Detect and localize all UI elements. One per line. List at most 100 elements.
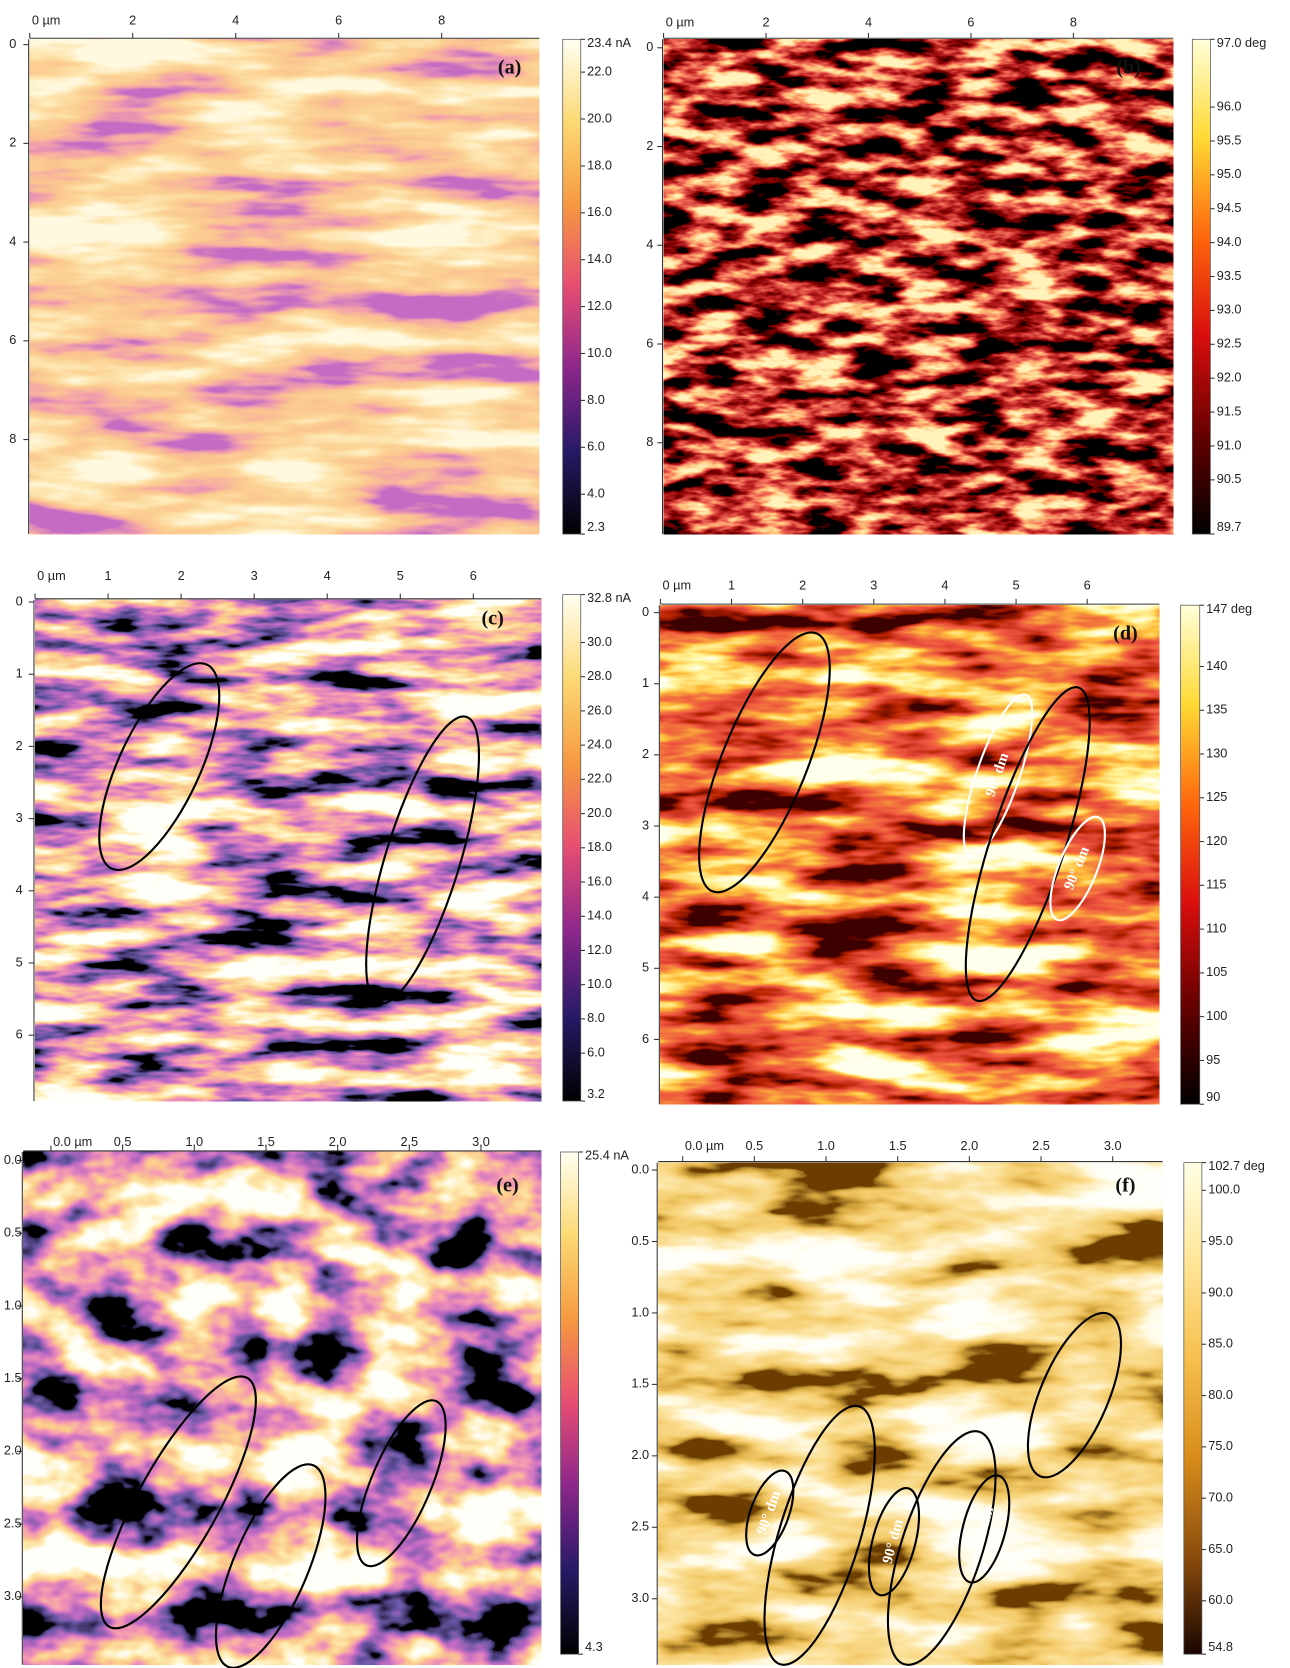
- colorbar-label: 94.0: [1217, 234, 1242, 249]
- y-tick-label: 6: [642, 1031, 649, 1046]
- x-tick-label: 1.5: [257, 1134, 275, 1149]
- x-tick-label: 1.0: [817, 1138, 835, 1153]
- colorbar: [563, 595, 581, 1101]
- y-tick-label: 1: [642, 675, 649, 690]
- colorbar-label: 18.0: [587, 839, 612, 854]
- colorbar-label: 6.0: [587, 439, 605, 454]
- x-tick-label: 0.0 µm: [53, 1134, 92, 1149]
- afm-image: [658, 1163, 1162, 1665]
- colorbar-label: 140: [1206, 658, 1227, 673]
- colorbar-label: 14.0: [587, 251, 612, 266]
- y-tick-label: 0: [642, 604, 649, 619]
- x-tick-label: 3.0: [472, 1134, 490, 1149]
- x-tick-label: 4: [865, 15, 872, 30]
- x-tick-label: 0 µm: [37, 568, 66, 583]
- colorbar-label: 12.0: [587, 298, 612, 313]
- colorbar-label: 65.0: [1208, 1541, 1233, 1556]
- colorbar-label: 4.3: [585, 1639, 603, 1654]
- colorbar-label: 80.0: [1208, 1387, 1233, 1402]
- colorbar-label: 130: [1206, 745, 1227, 760]
- panel-label: (f): [1115, 1175, 1135, 1197]
- y-tick-label: 1: [16, 666, 23, 681]
- y-tick-label: 4: [642, 889, 649, 904]
- x-tick-label: 2.5: [1032, 1138, 1050, 1153]
- colorbar-label: 97.0 deg: [1217, 35, 1267, 50]
- colorbar-label: 93.0: [1217, 302, 1242, 317]
- x-tick-label: 3: [251, 568, 258, 583]
- y-tick-label: 0: [646, 39, 653, 54]
- colorbar-label: 91.5: [1217, 403, 1242, 418]
- x-tick-label: 4: [324, 568, 331, 583]
- colorbar-label: 91.0: [1217, 437, 1242, 452]
- y-tick-label: 6: [16, 1027, 23, 1042]
- colorbar-label: 20.0: [587, 805, 612, 820]
- colorbar-label: 105: [1206, 964, 1227, 979]
- colorbar-label: 23.4 nA: [587, 35, 631, 50]
- x-tick-label: 4: [232, 13, 239, 28]
- colorbar-label: 95.0: [1217, 166, 1242, 181]
- afm-image: [23, 1152, 541, 1665]
- x-tick-label: 8: [438, 13, 445, 28]
- colorbar-label: 96.0: [1217, 98, 1242, 113]
- x-tick-label: 6: [1084, 577, 1091, 592]
- colorbar-label: 135: [1206, 702, 1227, 717]
- colorbar-label: 2.3: [587, 519, 605, 534]
- colorbar-label: 90.0: [1208, 1284, 1233, 1299]
- colorbar-label: 100.0: [1208, 1182, 1240, 1197]
- x-tick-label: 4: [941, 577, 948, 592]
- panel-label: (a): [498, 57, 522, 79]
- x-tick-label: 3: [870, 577, 877, 592]
- colorbar-label: 110: [1206, 920, 1226, 935]
- x-tick-label: 3.0: [1104, 1138, 1122, 1153]
- x-tick-label: 1: [728, 577, 735, 592]
- x-tick-label: 0 µm: [32, 13, 61, 28]
- x-tick-label: 2: [178, 568, 185, 583]
- x-tick-label: 1.5: [889, 1138, 907, 1153]
- x-tick-label: 0.5: [746, 1138, 764, 1153]
- y-tick-label: 0: [9, 36, 16, 51]
- x-tick-label: 0 µm: [666, 15, 695, 30]
- colorbar-label: 22.0: [587, 771, 612, 786]
- colorbar-label: 24.0: [587, 737, 612, 752]
- panel-label: (d): [1113, 623, 1138, 645]
- colorbar-label: 120: [1206, 833, 1227, 848]
- colorbar-label: 92.5: [1217, 336, 1242, 351]
- colorbar-label: 16.0: [587, 204, 612, 219]
- colorbar-label: 30.0: [587, 634, 612, 649]
- y-tick-label: 0.5: [631, 1233, 649, 1248]
- y-tick-label: 6: [646, 335, 653, 350]
- colorbar-label: 95.5: [1217, 132, 1242, 147]
- x-tick-label: 2.0: [329, 1134, 347, 1149]
- colorbar-label: 93.5: [1217, 268, 1242, 283]
- y-tick-label: 5: [642, 960, 649, 975]
- colorbar-label: 60.0: [1208, 1592, 1233, 1607]
- colorbar: [1192, 39, 1210, 534]
- y-tick-label: 5: [16, 954, 23, 969]
- y-tick-label: 6: [9, 332, 16, 347]
- colorbar-label: 6.0: [587, 1044, 605, 1059]
- y-tick-label: 3: [642, 817, 649, 832]
- panel-label: (c): [481, 608, 503, 630]
- colorbar: [563, 39, 581, 534]
- colorbar-label: 90.5: [1217, 471, 1242, 486]
- colorbar: [561, 1152, 579, 1654]
- colorbar-label: 26.0: [587, 702, 612, 717]
- colorbar-label: 54.8: [1208, 1639, 1233, 1654]
- y-tick-label: 0.0: [4, 1152, 22, 1167]
- afm-image: [35, 600, 541, 1101]
- y-tick-label: 2: [16, 738, 23, 753]
- colorbar-label: 125: [1206, 789, 1227, 804]
- colorbar: [1181, 605, 1200, 1104]
- y-tick-label: 2: [646, 138, 653, 153]
- colorbar-label: 22.0: [587, 63, 612, 78]
- y-tick-label: 2: [642, 746, 649, 761]
- colorbar-label: 85.0: [1208, 1336, 1233, 1351]
- x-tick-label: 1.0: [185, 1134, 203, 1149]
- y-tick-label: 2: [9, 135, 16, 150]
- panel: 0 µm24680246823.4 nA22.020.018.016.014.0…: [9, 13, 631, 534]
- x-tick-label: 0 µm: [663, 577, 692, 592]
- x-tick-label: 6: [335, 13, 342, 28]
